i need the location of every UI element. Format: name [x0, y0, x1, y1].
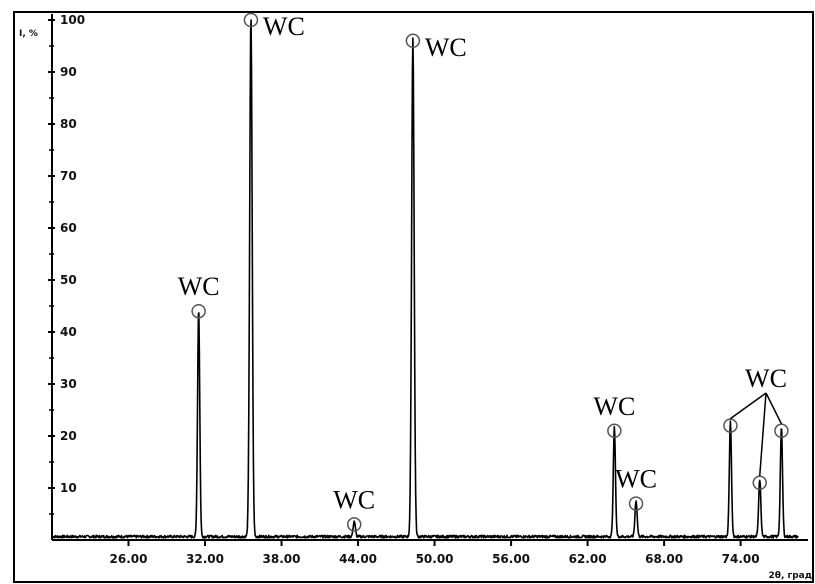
y-axis-title: I, % [19, 29, 38, 39]
x-tick-label: 56.00 [492, 552, 530, 566]
y-tick-label: 60 [60, 221, 77, 235]
peak-label-2: WC [263, 12, 305, 41]
peak-label-1: WC [178, 272, 220, 301]
peak-marker-7 [723, 418, 738, 433]
peak-group-leader-1 [729, 392, 767, 420]
y-tick-label: 40 [60, 325, 77, 339]
x-axis-title: 2θ, град [769, 571, 812, 581]
y-tick-label: 70 [60, 169, 77, 183]
diffraction-pattern [51, 19, 799, 539]
x-tick-label: 68.00 [645, 552, 683, 566]
peak-group-leader-3 [765, 392, 783, 425]
y-tick-label: 100 [60, 13, 85, 27]
y-tick-label: 10 [60, 481, 77, 495]
peak-marker-2 [243, 12, 259, 28]
peak-marker-3 [346, 517, 362, 532]
peak-markers [191, 12, 789, 532]
axes [51, 14, 808, 541]
peak-group-label: WC [745, 364, 787, 393]
peak-labels: WC WC WC WC WC WC WC [178, 12, 787, 514]
x-tick-label: 38.00 [263, 552, 301, 566]
peak-label-4: WC [425, 33, 467, 62]
peak-marker-5 [607, 423, 622, 439]
ticks: 10 20 30 40 50 60 70 80 90 100 26.00 32.00 38.00 44.0… [48, 13, 760, 566]
x-tick-label: 26.00 [110, 552, 148, 566]
peak-label-5: WC [593, 392, 635, 421]
y-tick-label: 50 [60, 273, 77, 287]
peak-marker-4 [405, 33, 421, 49]
chart-frame [13, 11, 814, 583]
x-tick-label: 50.00 [416, 552, 454, 566]
y-tick-label: 90 [60, 65, 77, 79]
y-tick-label: 80 [60, 117, 77, 131]
pattern-line [51, 19, 799, 539]
x-tick-label: 62.00 [569, 552, 607, 566]
y-tick-label: 30 [60, 377, 77, 391]
peak-marker-6 [628, 496, 644, 511]
peak-marker-8 [752, 475, 767, 491]
x-tick-label: 74.00 [722, 552, 760, 566]
peak-marker-1 [191, 303, 206, 319]
x-tick-label: 44.00 [339, 552, 377, 566]
peak-label-3: WC [333, 485, 375, 514]
peak-label-6: WC [615, 465, 657, 494]
x-tick-label: 32.00 [186, 552, 224, 566]
y-tick-label: 20 [60, 429, 77, 443]
peak-marker-9 [774, 423, 789, 439]
peak-group-leader-2 [758, 392, 767, 476]
